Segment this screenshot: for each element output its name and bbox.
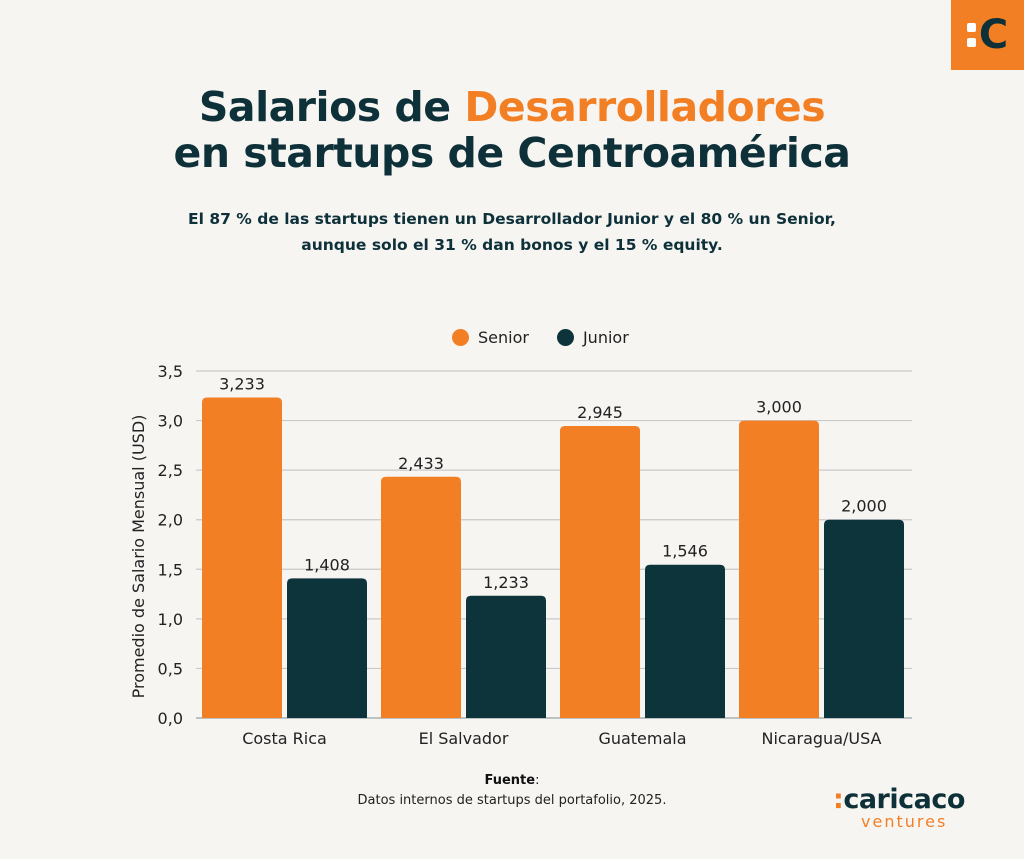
y-axis-title: Promedio de Salario Mensual (USD) [129, 415, 148, 699]
legend-label-junior: Junior [582, 328, 629, 347]
y-tick-label: 0,5 [158, 659, 183, 678]
logo-badge: C [951, 0, 1024, 70]
x-tick-label: Nicaragua/USA [762, 729, 882, 748]
data-label: 1,408 [304, 555, 350, 574]
subtitle: El 87 % de las startups tienen un Desarr… [0, 206, 1024, 258]
brand-colon: : [833, 784, 844, 815]
y-tick-label: 1,5 [158, 560, 183, 579]
data-label: 3,000 [756, 398, 802, 417]
source-note: Fuente: Datos internos de startups del p… [0, 771, 1024, 811]
x-tick-label: El Salvador [419, 729, 509, 748]
legend-item-junior: Junior [556, 328, 629, 347]
bar-junior [466, 595, 546, 718]
brand-sub: ventures [861, 812, 948, 831]
legend-swatch-senior [452, 329, 469, 346]
data-label: 2,945 [577, 403, 623, 422]
data-label: 1,546 [662, 542, 708, 561]
y-tick-label: 2,5 [158, 461, 183, 480]
bar-senior [560, 426, 640, 718]
subtitle-line2: aunque solo el 31 % dan bonos y el 15 % … [301, 236, 723, 254]
y-tick-label: 1,0 [158, 610, 183, 629]
x-tick-label: Guatemala [598, 729, 686, 748]
y-tick-label: 0,0 [158, 709, 183, 728]
data-label: 2,433 [398, 454, 444, 473]
y-tick-label: 3,0 [158, 412, 183, 431]
data-label: 2,000 [841, 497, 887, 516]
x-tick-label: Costa Rica [242, 729, 327, 748]
logo-glyph: C [978, 12, 1009, 58]
page-title: Salarios de Desarrolladores en startups … [0, 84, 1024, 176]
bar-senior [381, 476, 461, 718]
bar-junior [645, 564, 725, 718]
brand-logo: :caricaco ventures [833, 786, 983, 830]
source-label: Fuente [484, 773, 536, 788]
title-line2: en startups de Centroamérica [173, 129, 851, 177]
legend-label-senior: Senior [478, 328, 529, 347]
y-tick-label: 2,0 [158, 511, 183, 530]
legend-swatch-junior [556, 329, 574, 346]
bar-senior [202, 397, 282, 718]
colon-icon [966, 23, 976, 47]
y-tick-label: 3,5 [158, 362, 183, 381]
brand-name: caricaco [843, 784, 965, 815]
bar-junior [824, 519, 904, 718]
chart-legend: Senior Junior [452, 328, 629, 347]
title-accent: Desarrolladores [464, 83, 826, 131]
bar-senior [739, 420, 819, 718]
title-prefix: Salarios de [198, 83, 465, 131]
data-label: 3,233 [219, 374, 265, 393]
bar-junior [287, 578, 367, 718]
source-text: Datos internos de startups del portafoli… [357, 793, 667, 808]
legend-item-senior: Senior [452, 328, 529, 347]
subtitle-line1: El 87 % de las startups tienen un Desarr… [188, 210, 836, 228]
data-label: 1,233 [483, 573, 529, 592]
